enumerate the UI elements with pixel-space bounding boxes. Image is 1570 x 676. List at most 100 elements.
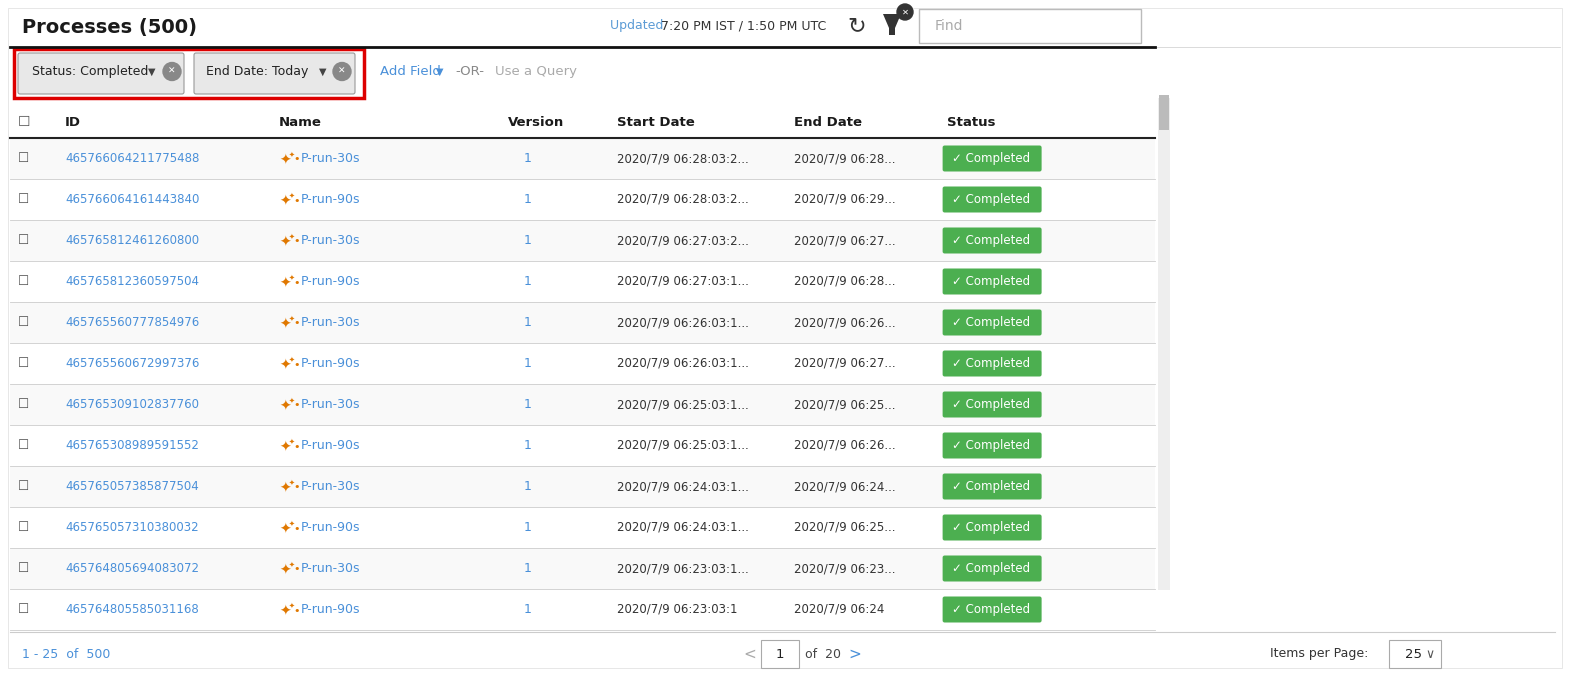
Bar <box>1159 98 1170 590</box>
FancyBboxPatch shape <box>942 514 1041 541</box>
Text: P-run-90s: P-run-90s <box>301 521 361 534</box>
Bar <box>9 548 1156 589</box>
Text: 1: 1 <box>776 648 785 660</box>
Polygon shape <box>882 14 901 35</box>
Text: 2020/7/9 06:26:03:1...: 2020/7/9 06:26:03:1... <box>617 357 749 370</box>
Text: >: > <box>849 646 862 662</box>
FancyBboxPatch shape <box>1389 640 1441 668</box>
Text: ✓ Completed: ✓ Completed <box>951 521 1030 534</box>
Text: -OR-: -OR- <box>455 65 484 78</box>
Text: ✓ Completed: ✓ Completed <box>951 398 1030 411</box>
Text: •: • <box>294 237 300 247</box>
Text: ✓ Completed: ✓ Completed <box>951 480 1030 493</box>
Text: 1: 1 <box>524 439 532 452</box>
Text: 7:20 PM IST / 1:50 PM UTC: 7:20 PM IST / 1:50 PM UTC <box>661 20 826 32</box>
Text: ✦: ✦ <box>289 316 295 322</box>
Text: 2020/7/9 06:26:03:1...: 2020/7/9 06:26:03:1... <box>617 316 749 329</box>
Text: P-run-30s: P-run-30s <box>301 152 361 165</box>
Text: 1: 1 <box>524 234 532 247</box>
Text: 25: 25 <box>1405 648 1422 660</box>
Bar <box>9 384 1156 425</box>
Text: ☐: ☐ <box>17 316 30 329</box>
Text: ✓ Completed: ✓ Completed <box>951 562 1030 575</box>
Text: Version: Version <box>509 116 564 128</box>
Text: P-run-30s: P-run-30s <box>301 562 361 575</box>
Text: P-run-90s: P-run-90s <box>301 439 361 452</box>
Text: ✓ Completed: ✓ Completed <box>951 357 1030 370</box>
Text: P-run-90s: P-run-90s <box>301 603 361 616</box>
Text: 1: 1 <box>524 521 532 534</box>
Text: 2020/7/9 06:23:03:1: 2020/7/9 06:23:03:1 <box>617 603 738 616</box>
Bar <box>9 466 1156 507</box>
Text: 1: 1 <box>524 603 532 616</box>
Text: ✦: ✦ <box>289 439 295 445</box>
FancyBboxPatch shape <box>942 187 1041 212</box>
Text: ✦: ✦ <box>289 356 295 362</box>
Bar <box>9 507 1156 548</box>
Text: ☐: ☐ <box>17 521 30 534</box>
Text: 2020/7/9 06:25:03:1...: 2020/7/9 06:25:03:1... <box>617 398 749 411</box>
Text: 1 - 25  of  500: 1 - 25 of 500 <box>22 648 110 660</box>
Text: Start Date: Start Date <box>617 116 694 128</box>
Circle shape <box>896 4 914 20</box>
FancyBboxPatch shape <box>942 310 1041 335</box>
Text: 1: 1 <box>524 275 532 288</box>
Text: 2020/7/9 06:28...: 2020/7/9 06:28... <box>794 152 896 165</box>
Text: ☐: ☐ <box>17 357 30 370</box>
Text: ✦: ✦ <box>289 479 295 485</box>
Text: ✦: ✦ <box>289 193 295 199</box>
FancyBboxPatch shape <box>17 53 184 94</box>
Text: 2020/7/9 06:23...: 2020/7/9 06:23... <box>794 562 896 575</box>
Text: ✦: ✦ <box>289 562 295 567</box>
Text: 2020/7/9 06:24:03:1...: 2020/7/9 06:24:03:1... <box>617 521 749 534</box>
FancyBboxPatch shape <box>942 433 1041 458</box>
Text: Find: Find <box>936 19 964 33</box>
Text: 2020/7/9 06:28:03:2...: 2020/7/9 06:28:03:2... <box>617 152 749 165</box>
Text: ✓ Completed: ✓ Completed <box>951 316 1030 329</box>
Text: P-run-30s: P-run-30s <box>301 480 361 493</box>
Text: 1: 1 <box>524 357 532 370</box>
Text: •: • <box>294 523 300 533</box>
Text: •: • <box>294 195 300 206</box>
FancyBboxPatch shape <box>942 350 1041 377</box>
Text: 2020/7/9 06:24...: 2020/7/9 06:24... <box>794 480 896 493</box>
Text: ☐: ☐ <box>17 234 30 247</box>
Text: ✕: ✕ <box>168 67 176 76</box>
FancyBboxPatch shape <box>942 391 1041 418</box>
Text: 2020/7/9 06:24: 2020/7/9 06:24 <box>794 603 885 616</box>
Text: Add Field: Add Field <box>380 65 441 78</box>
Text: •: • <box>294 360 300 370</box>
Text: ✦: ✦ <box>279 153 290 168</box>
Text: P-run-90s: P-run-90s <box>301 275 361 288</box>
Text: ✦: ✦ <box>279 276 290 291</box>
Text: Updated: Updated <box>611 20 667 32</box>
Text: ✦: ✦ <box>289 602 295 608</box>
Text: 1: 1 <box>524 316 532 329</box>
FancyBboxPatch shape <box>195 53 355 94</box>
Text: •: • <box>294 400 300 410</box>
Text: P-run-30s: P-run-30s <box>301 398 361 411</box>
FancyBboxPatch shape <box>942 228 1041 254</box>
Circle shape <box>333 62 352 80</box>
Text: 465765308989591552: 465765308989591552 <box>64 439 199 452</box>
Text: P-run-30s: P-run-30s <box>301 316 361 329</box>
Circle shape <box>163 62 181 80</box>
Text: 2020/7/9 06:28...: 2020/7/9 06:28... <box>794 275 896 288</box>
Text: 465765560777854976: 465765560777854976 <box>64 316 199 329</box>
FancyBboxPatch shape <box>761 640 799 668</box>
Text: ✦: ✦ <box>279 195 290 208</box>
Bar <box>9 220 1156 261</box>
Text: P-run-30s: P-run-30s <box>301 234 361 247</box>
FancyBboxPatch shape <box>918 9 1141 43</box>
Text: of  20: of 20 <box>805 648 842 660</box>
FancyBboxPatch shape <box>942 145 1041 172</box>
Text: 2020/7/9 06:27:03:2...: 2020/7/9 06:27:03:2... <box>617 234 749 247</box>
Text: 2020/7/9 06:25...: 2020/7/9 06:25... <box>794 521 896 534</box>
Text: ✕: ✕ <box>901 7 909 16</box>
Text: ☐: ☐ <box>17 603 30 616</box>
FancyBboxPatch shape <box>942 556 1041 581</box>
Text: 465765812461260800: 465765812461260800 <box>64 234 199 247</box>
Text: 2020/7/9 06:27...: 2020/7/9 06:27... <box>794 357 896 370</box>
Text: ✓ Completed: ✓ Completed <box>951 234 1030 247</box>
Text: 2020/7/9 06:27...: 2020/7/9 06:27... <box>794 234 896 247</box>
